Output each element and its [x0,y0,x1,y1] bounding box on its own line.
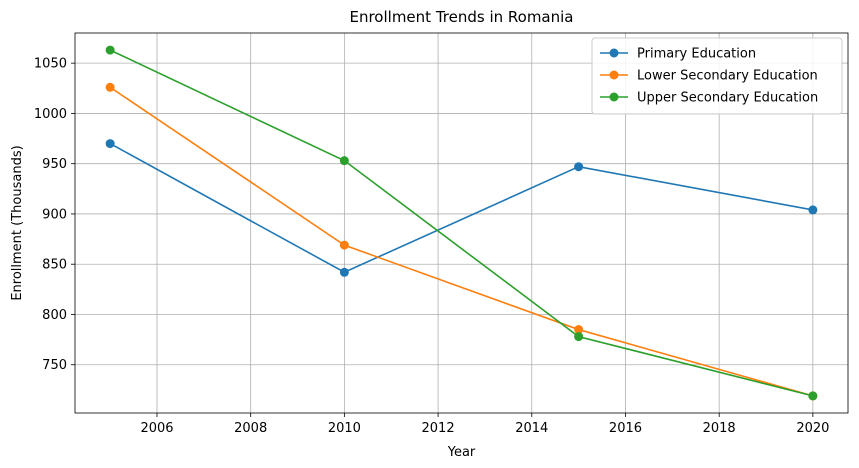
legend-marker [609,48,619,58]
legend-item: Primary Education [600,47,756,62]
data-point [339,240,349,250]
axes: 2006 2008 2010 2012 2014 2016 2018 2020 750 800 85… [34,32,849,436]
legend-marker [609,92,619,102]
x-tick-label: 2006 [140,421,173,436]
y-tick-label: 900 [42,207,67,222]
legend: Primary Education Lower Secondary Educati… [591,37,843,115]
x-tick-label: 2014 [515,421,548,436]
y-axis-label: Enrollment (Thousands) [10,145,25,300]
legend-label: Lower Secondary Education [637,69,818,84]
legend-marker [609,70,619,80]
x-tick-label: 2016 [609,421,642,436]
data-point [339,156,349,166]
chart-title: Enrollment Trends in Romania [349,8,573,26]
y-tick-label: 850 [42,258,67,273]
legend-item: Lower Secondary Education [600,69,818,84]
series-line [109,142,814,274]
data-point [808,391,818,401]
series-2 [105,82,818,401]
x-tick-label: 2018 [703,421,736,436]
y-tick-label: 800 [42,308,67,323]
data-point [574,332,584,342]
y-tick-label: 950 [42,157,67,172]
x-tick-label: 2012 [422,421,455,436]
y-tick-label: 750 [42,358,67,373]
legend-label: Primary Education [637,47,756,62]
data-point [574,162,584,172]
y-tick-label: 1000 [34,107,67,122]
series-3 [105,45,818,401]
legend-label: Upper Secondary Education [637,91,818,106]
series-line [109,49,814,397]
y-tick-label: 1050 [34,57,67,72]
data-point [105,139,115,149]
x-tick-label: 2008 [234,421,267,436]
legend-item: Upper Secondary Education [600,91,818,106]
plot-frame [74,32,849,414]
data-point [574,325,584,335]
data-point [339,267,349,277]
series-line [109,86,814,397]
data-point [105,82,115,92]
data-point [105,45,115,55]
data-point [808,205,818,215]
x-tick-label: 2020 [796,421,829,436]
x-axis-label: Year [447,445,476,460]
series-1 [105,139,818,277]
x-tick-label: 2010 [328,421,361,436]
series-layer [105,45,818,401]
legend-box [591,37,843,115]
